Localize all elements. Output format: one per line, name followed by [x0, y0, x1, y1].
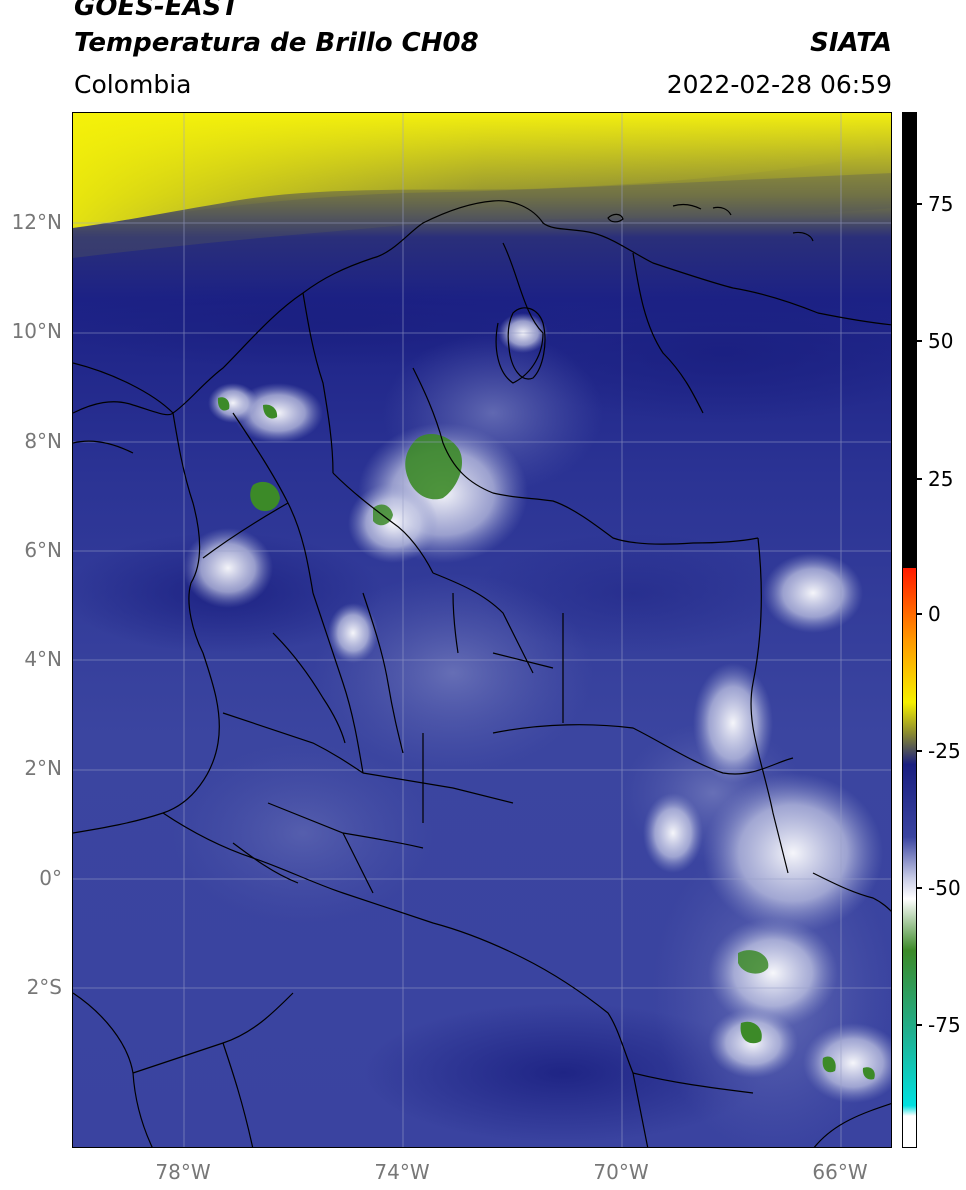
colorbar-label-neg50: -50	[928, 876, 961, 900]
lat-label-8n: 8°N	[24, 429, 62, 453]
colorbar-tick	[917, 750, 922, 752]
colorbar-tick	[917, 613, 922, 615]
timestamp-label: 2022-02-28 06:59	[666, 70, 892, 99]
colorbar-label-50: 50	[928, 329, 954, 353]
colorbar-label-neg75: -75	[928, 1013, 961, 1037]
graticule	[73, 113, 891, 1147]
borders	[73, 200, 891, 1147]
satellite-title: GOES-EAST	[74, 0, 240, 22]
lat-label-2s: 2°S	[26, 975, 62, 999]
colorbar-tick	[917, 478, 922, 480]
satellite-map[interactable]	[72, 112, 892, 1148]
colorbar-tick	[917, 887, 922, 889]
lon-label-66w: 66°W	[812, 1160, 868, 1184]
colorbar-tick	[917, 340, 922, 342]
colorbar-tick	[917, 1024, 922, 1026]
colorbar	[902, 112, 917, 1148]
region-label: Colombia	[74, 70, 192, 99]
lat-label-4n: 4°N	[24, 647, 62, 671]
product-title: Temperatura de Brillo CH08	[74, 28, 479, 58]
colorbar-tick	[917, 203, 922, 205]
lon-label-70w: 70°W	[593, 1160, 649, 1184]
map-canvas	[73, 113, 891, 1147]
lat-label-0: 0°	[39, 866, 62, 890]
lon-label-78w: 78°W	[155, 1160, 211, 1184]
lon-label-74w: 74°W	[374, 1160, 430, 1184]
cold-cloud-cores	[217, 397, 875, 1080]
lat-label-6n: 6°N	[24, 538, 62, 562]
colorbar-label-75: 75	[928, 192, 954, 216]
colorbar-label-neg25: -25	[928, 739, 961, 763]
lat-label-12n: 12°N	[11, 210, 62, 234]
colorbar-label-25: 25	[928, 467, 954, 491]
lat-label-2n: 2°N	[24, 756, 62, 780]
colorbar-label-0: 0	[928, 602, 941, 626]
agency-label: SIATA	[810, 28, 892, 58]
lat-label-10n: 10°N	[11, 319, 62, 343]
